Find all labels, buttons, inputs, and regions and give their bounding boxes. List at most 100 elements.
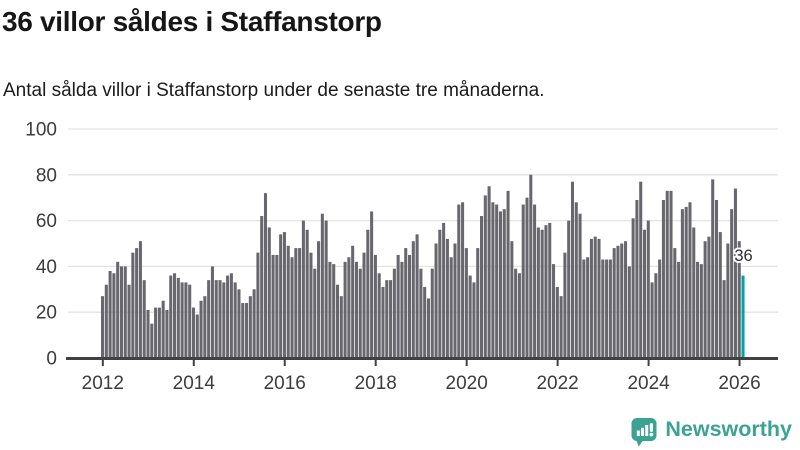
bar — [392, 268, 396, 358]
bar — [275, 254, 279, 358]
bar — [112, 273, 116, 358]
bar — [237, 289, 241, 358]
bar — [203, 296, 207, 358]
newsworthy-branding: Newsworthy — [630, 417, 792, 447]
bar — [582, 259, 586, 358]
bar — [635, 199, 639, 358]
bar — [605, 259, 609, 358]
bar — [313, 268, 317, 358]
bar — [426, 298, 430, 358]
bar — [226, 275, 230, 358]
bar — [502, 209, 506, 358]
bar — [673, 248, 677, 358]
bar — [123, 266, 127, 358]
bar — [339, 296, 343, 358]
y-axis-label: 80 — [36, 165, 57, 186]
bar — [650, 282, 654, 358]
x-axis-label: 2018 — [355, 373, 397, 394]
y-axis-label: 60 — [36, 211, 57, 232]
bar — [396, 254, 400, 358]
bar — [101, 296, 105, 358]
bar — [578, 213, 582, 358]
bar — [696, 261, 700, 358]
bar — [317, 241, 321, 358]
bar — [574, 202, 578, 358]
bar — [370, 211, 374, 358]
bar — [703, 241, 707, 358]
bar — [332, 264, 336, 358]
bar — [483, 195, 487, 358]
bar — [157, 307, 161, 358]
bar — [597, 238, 601, 358]
bar — [726, 243, 730, 358]
bar — [699, 264, 703, 358]
bar — [343, 261, 347, 358]
bar — [457, 204, 461, 358]
bar — [533, 204, 537, 358]
highlighted-bar — [741, 275, 745, 358]
bar — [301, 220, 305, 358]
bar — [510, 241, 514, 358]
bar — [442, 222, 446, 358]
y-axis-label: 20 — [36, 303, 57, 324]
bar — [373, 254, 377, 358]
bar — [180, 282, 184, 358]
bar — [589, 238, 593, 358]
bar — [722, 280, 726, 358]
newsworthy-wordmark: Newsworthy — [665, 417, 792, 442]
bar — [620, 243, 624, 358]
bar — [419, 268, 423, 358]
bar — [173, 273, 177, 358]
bar — [627, 266, 631, 358]
bar — [146, 309, 150, 358]
page-title: 36 villor såldes i Staffanstorp — [2, 6, 382, 37]
y-axis-label: 100 — [25, 120, 57, 141]
bar — [252, 289, 256, 358]
bar — [711, 179, 715, 358]
bar — [445, 238, 449, 358]
bar — [654, 273, 658, 358]
bar — [480, 216, 484, 358]
bar — [407, 254, 412, 358]
bar — [271, 254, 275, 358]
bar — [624, 241, 628, 358]
bar — [324, 220, 328, 358]
page-subtitle: Antal sålda villor i Staffanstorp under … — [3, 80, 545, 101]
bar — [415, 234, 419, 358]
bar — [464, 248, 468, 358]
bar — [104, 284, 108, 358]
bar — [669, 190, 673, 358]
bar — [279, 234, 283, 358]
bar — [559, 296, 563, 358]
bar — [195, 314, 199, 358]
bar — [165, 309, 169, 358]
bar — [154, 307, 158, 358]
x-axis-label: 2022 — [536, 373, 578, 394]
bar — [548, 222, 552, 358]
bar — [210, 266, 214, 358]
bar — [218, 280, 222, 358]
bar — [404, 248, 408, 358]
bar — [263, 193, 268, 358]
bar — [385, 280, 389, 358]
bar — [400, 261, 404, 358]
bar — [487, 186, 491, 358]
bar — [688, 202, 692, 358]
bar — [328, 261, 332, 358]
bar — [233, 282, 237, 358]
bar — [658, 259, 662, 358]
bar — [491, 202, 495, 358]
bar — [586, 257, 590, 358]
bar — [472, 282, 476, 358]
x-axis-label: 2024 — [627, 373, 670, 394]
bar — [642, 229, 647, 358]
bar — [665, 190, 669, 358]
bar — [309, 252, 313, 358]
bar — [449, 257, 453, 358]
bar — [267, 227, 271, 358]
bar — [294, 248, 298, 358]
bar — [677, 261, 681, 358]
bar — [525, 197, 529, 358]
bar — [646, 220, 650, 358]
bar — [616, 245, 620, 358]
